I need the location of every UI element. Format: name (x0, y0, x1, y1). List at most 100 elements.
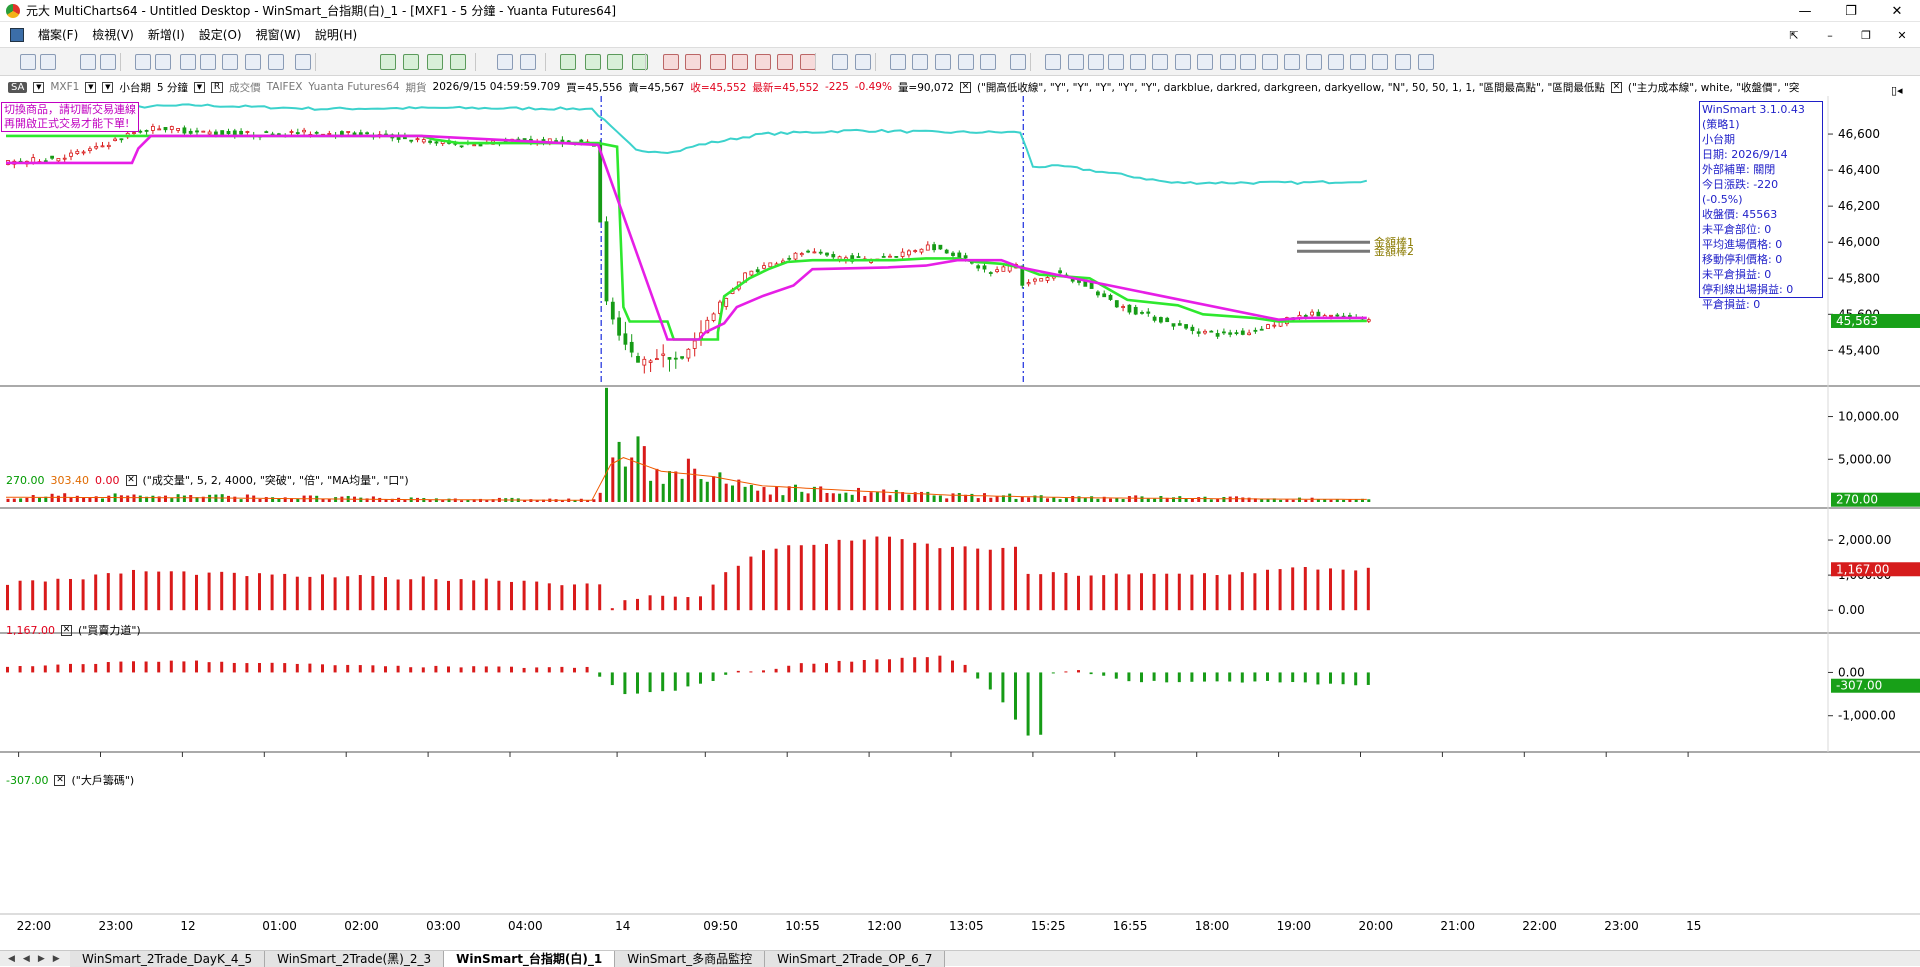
interval-label[interactable]: 5 分鐘 (156, 81, 188, 94)
line-icon[interactable] (560, 54, 576, 70)
study2-close-icon[interactable]: ✕ (1610, 81, 1622, 93)
tab-taiex-white[interactable]: WinSmart_台指期(白)_1 (444, 950, 616, 967)
order-icon[interactable] (295, 54, 311, 70)
tab-2trade-op[interactable]: WinSmart_2Trade_OP_6_7 (765, 950, 946, 967)
grid-icon[interactable] (1220, 54, 1236, 70)
menu-help[interactable]: 說明(H) (314, 28, 358, 42)
document-icon[interactable] (10, 27, 24, 42)
volume-pane[interactable] (6, 387, 1371, 502)
quote-icon[interactable] (222, 54, 238, 70)
layout-icon[interactable] (755, 54, 771, 70)
cursor-icon[interactable] (1010, 54, 1026, 70)
symbol-dropdown-icon[interactable]: ▼ (85, 81, 97, 93)
mdi-popout-button[interactable]: ⇱ (1789, 28, 1799, 42)
print-icon[interactable] (685, 54, 701, 70)
symbol-code[interactable]: MXF1 (50, 81, 80, 93)
power-study-close-icon[interactable]: ✕ (60, 624, 72, 636)
print-icon[interactable] (100, 54, 116, 70)
tab-prev-icon[interactable]: ◀ (22, 953, 30, 964)
open-icon[interactable] (1130, 54, 1146, 70)
chart-icon[interactable] (710, 54, 726, 70)
menu-window[interactable]: 視窗(W) (255, 28, 301, 42)
strategy-icon[interactable] (912, 54, 928, 70)
sa-dropdown-icon[interactable]: ▼ (33, 81, 45, 93)
scanner-icon[interactable] (200, 54, 216, 70)
pane-menu-icon[interactable]: ▯◂ (1891, 84, 1903, 97)
time-axis[interactable]: 22:00 23:00 12 01:00 02:00 03:00 04:00 14 09:50 1… (0, 752, 1920, 933)
new-icon[interactable] (607, 54, 623, 70)
cursor-icon[interactable] (497, 54, 513, 70)
volume-study-params[interactable]: ("成交量", 5, 2, 4000, "突破", "倍", "MA均量", "… (142, 474, 409, 487)
open-icon[interactable] (632, 54, 648, 70)
power-pane[interactable] (6, 536, 1370, 611)
save-icon[interactable] (80, 54, 96, 70)
power-study-params[interactable]: ("買賣力道") (77, 624, 141, 637)
save-icon[interactable] (663, 54, 679, 70)
grid-icon[interactable] (732, 54, 748, 70)
drawing-icon[interactable] (958, 54, 974, 70)
menu-file[interactable]: 檔案(F) (38, 28, 79, 42)
sa-button[interactable]: SA (8, 81, 28, 93)
restore-button[interactable]: ❐ (1845, 3, 1857, 19)
chips-pane[interactable] (6, 655, 1370, 736)
indicator-icon[interactable] (403, 54, 419, 70)
layout-icon[interactable] (1240, 54, 1256, 70)
r-button[interactable]: R (210, 81, 224, 93)
tab-2trade-dayk[interactable]: WinSmart_2Trade_DayK_4_5 (70, 950, 266, 967)
tab-multi-monitor[interactable]: WinSmart_多商品監控 (615, 950, 766, 967)
new-icon[interactable] (20, 54, 36, 70)
volume-study-close-icon[interactable]: ✕ (125, 474, 137, 486)
menu-view[interactable]: 檢視(V) (92, 28, 134, 42)
quote-icon[interactable] (800, 54, 816, 70)
symbol-list-icon[interactable]: ▼ (102, 81, 114, 93)
study1-close-icon[interactable]: ✕ (959, 81, 971, 93)
chips-study-params[interactable]: ("大戶籌碼") (71, 774, 135, 787)
news-icon[interactable] (1306, 54, 1322, 70)
chart-icon[interactable] (1197, 54, 1213, 70)
mdi-close-button[interactable]: ✕ (1897, 28, 1907, 42)
drawing-icon[interactable] (1418, 54, 1434, 70)
price-axis[interactable]: 46,60046,40046,20046,00045,80045,60045,4… (1828, 127, 1920, 723)
format-icon[interactable] (450, 54, 466, 70)
layout-icon[interactable] (180, 54, 196, 70)
news-icon[interactable] (832, 54, 848, 70)
menu-settings[interactable]: 設定(O) (198, 28, 242, 42)
tab-next-icon[interactable]: ▶ (37, 953, 45, 964)
news-icon[interactable] (245, 54, 261, 70)
crosshair-icon[interactable] (1045, 54, 1061, 70)
print-icon[interactable] (1175, 54, 1191, 70)
save-icon[interactable] (1152, 54, 1168, 70)
study2-params[interactable]: ("主力成本線", white, "收盤價", "突 (1627, 81, 1800, 94)
scanner-icon[interactable] (1262, 54, 1278, 70)
new-icon[interactable] (1108, 54, 1124, 70)
chart-icon[interactable] (135, 54, 151, 70)
order-icon[interactable] (1350, 54, 1366, 70)
tab-first-icon[interactable]: ◀ (8, 953, 15, 964)
indicator-icon[interactable] (935, 54, 951, 70)
tab-last-icon[interactable]: ▶ (52, 953, 60, 964)
chips-study-close-icon[interactable]: ✕ (54, 774, 66, 786)
quote-icon[interactable] (1284, 54, 1300, 70)
tab-2trade-black[interactable]: WinSmart_2Trade(黑)_2_3 (265, 950, 445, 967)
report-icon[interactable] (855, 54, 871, 70)
indicator-icon[interactable] (1395, 54, 1411, 70)
drawing-icon[interactable] (427, 54, 443, 70)
interval-dropdown-icon[interactable]: ▼ (193, 81, 205, 93)
line-icon[interactable] (1068, 54, 1084, 70)
study1-params[interactable]: ("開高低收線", "Y", "Y", "Y", "Y", "Y", darkb… (976, 81, 1605, 94)
open-icon[interactable] (40, 54, 56, 70)
zoom-icon[interactable] (1088, 54, 1104, 70)
menu-insert[interactable]: 新增(I) (147, 28, 185, 42)
strategy-icon[interactable] (1372, 54, 1388, 70)
report-icon[interactable] (1328, 54, 1344, 70)
minimize-button[interactable]: — (1798, 3, 1812, 19)
mdi-restore-button[interactable]: ❐ (1861, 28, 1871, 42)
grid-icon[interactable] (155, 54, 171, 70)
order-icon[interactable] (890, 54, 906, 70)
scanner-icon[interactable] (777, 54, 793, 70)
mdi-minimize-button[interactable]: – (1827, 28, 1833, 42)
crosshair-icon[interactable] (520, 54, 536, 70)
zoom-icon[interactable] (585, 54, 601, 70)
